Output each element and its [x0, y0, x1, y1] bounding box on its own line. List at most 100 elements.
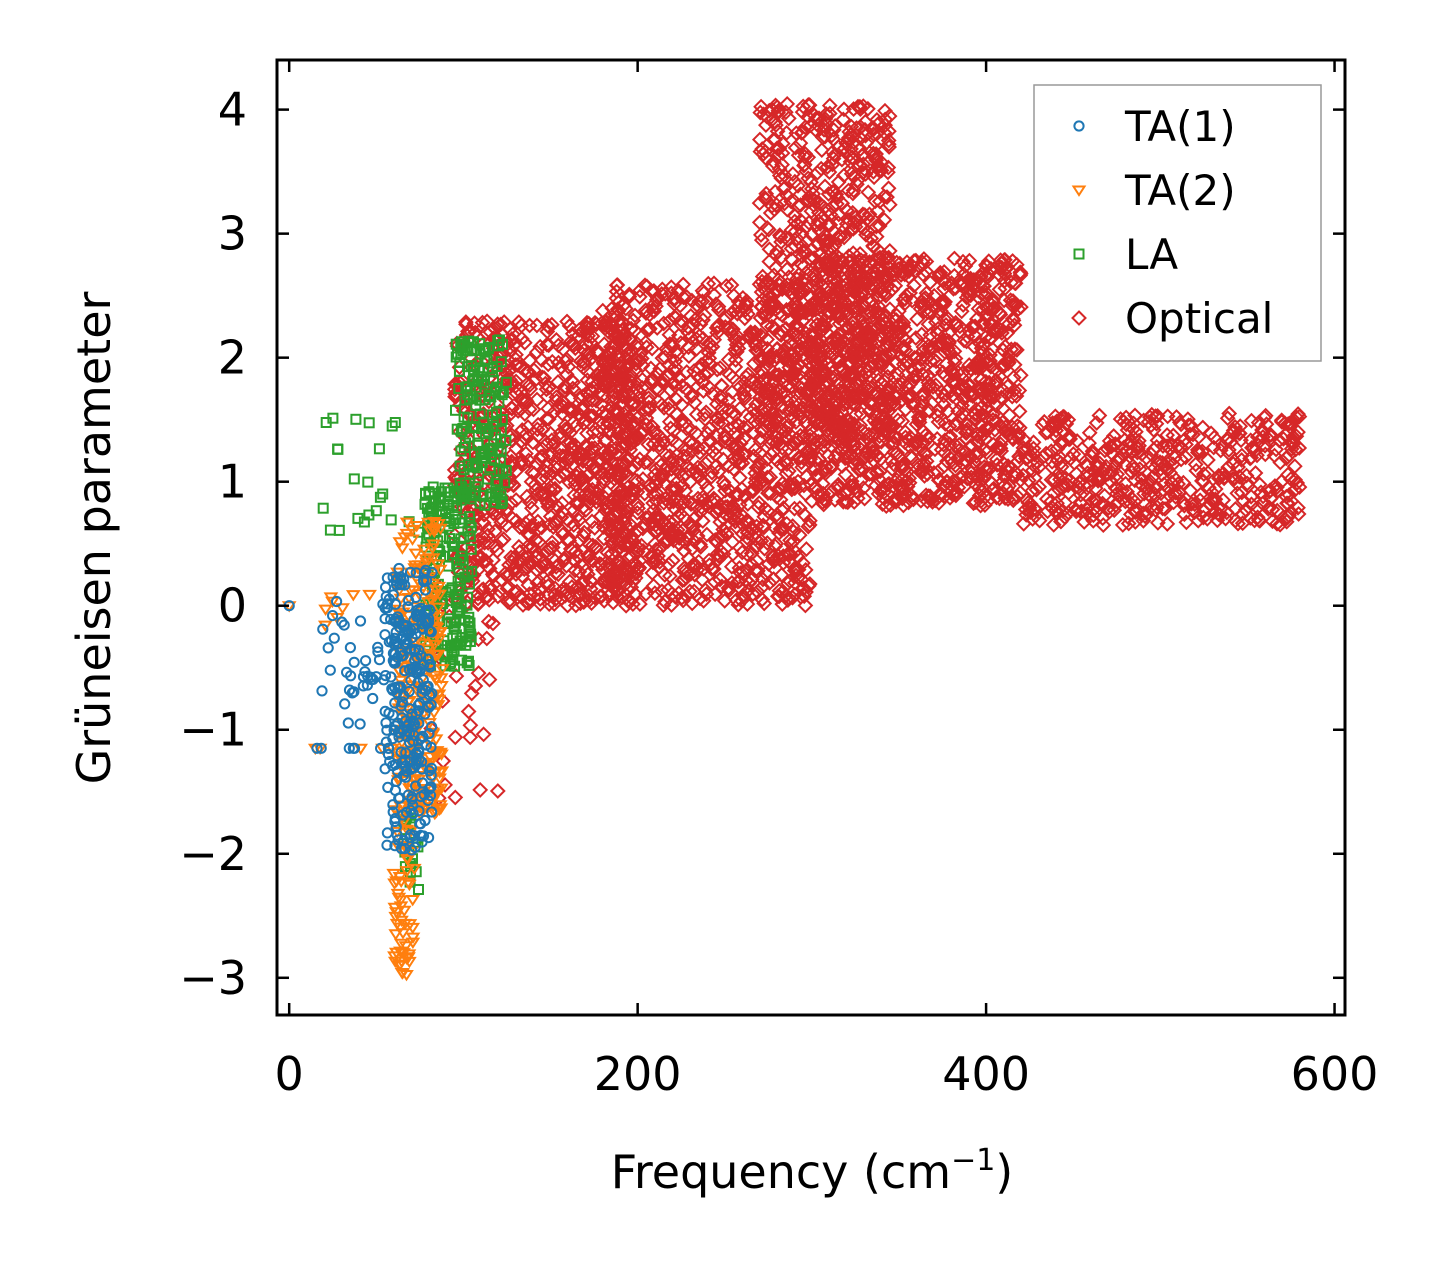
data-point	[525, 401, 542, 418]
data-point	[831, 395, 848, 412]
data-point	[715, 510, 732, 526]
data-point	[652, 360, 669, 377]
data-point	[875, 402, 892, 419]
data-point	[701, 379, 718, 396]
data-point	[1015, 467, 1032, 484]
data-point	[698, 526, 715, 543]
data-point	[1081, 424, 1098, 441]
data-point	[432, 773, 447, 785]
data-point	[923, 395, 940, 412]
data-point	[710, 317, 727, 334]
data-point	[817, 401, 834, 418]
data-point	[755, 305, 772, 322]
data-point	[1272, 516, 1289, 533]
data-point	[837, 423, 854, 440]
data-point	[865, 452, 882, 469]
data-point	[691, 370, 708, 386]
data-point	[796, 506, 813, 523]
data-point	[327, 412, 339, 424]
data-point	[572, 353, 589, 370]
data-point	[869, 261, 885, 278]
data-point	[610, 517, 627, 533]
data-point	[1119, 483, 1136, 500]
data-point	[583, 440, 600, 457]
data-point	[887, 389, 904, 406]
data-point	[1026, 446, 1043, 463]
data-point	[548, 331, 565, 348]
data-point	[502, 321, 519, 338]
data-point	[426, 639, 442, 652]
data-point	[507, 560, 524, 576]
data-point	[619, 504, 636, 521]
data-point	[393, 901, 409, 913]
data-point	[632, 282, 649, 299]
data-point	[871, 218, 888, 234]
data-point	[972, 417, 989, 434]
data-point	[913, 398, 930, 415]
data-point	[951, 442, 968, 459]
data-point	[787, 223, 804, 240]
data-point	[794, 429, 811, 446]
data-point	[676, 414, 693, 431]
data-point	[870, 289, 887, 306]
data-point	[775, 369, 792, 386]
data-point	[1152, 460, 1169, 477]
data-point	[596, 336, 613, 353]
data-point	[628, 416, 645, 433]
data-point	[604, 536, 621, 553]
data-point	[888, 430, 905, 447]
data-point	[1089, 492, 1105, 509]
data-point	[965, 271, 982, 288]
data-point	[464, 517, 476, 529]
data-point	[929, 407, 945, 424]
data-point	[863, 293, 880, 310]
data-point	[788, 316, 804, 333]
data-point	[629, 496, 646, 513]
data-point	[804, 345, 821, 362]
data-point	[1148, 479, 1165, 496]
data-point	[784, 518, 801, 535]
data-point	[911, 409, 928, 425]
data-point	[451, 423, 468, 440]
data-point	[988, 451, 1005, 468]
data-point	[819, 233, 836, 249]
data-point	[1239, 475, 1256, 492]
data-point	[648, 493, 665, 509]
data-point	[772, 521, 789, 537]
data-point	[1034, 449, 1051, 466]
data-point	[798, 584, 814, 600]
data-point	[954, 405, 971, 422]
data-point	[1277, 415, 1293, 432]
data-point	[685, 557, 701, 574]
data-point	[915, 266, 931, 283]
data-point	[901, 438, 918, 455]
data-point	[427, 481, 439, 493]
data-point	[769, 588, 786, 605]
data-point	[803, 203, 820, 220]
data-point	[633, 350, 650, 367]
data-point	[1285, 428, 1302, 445]
data-point	[657, 447, 674, 464]
data-point	[963, 469, 980, 486]
data-point	[1060, 411, 1077, 428]
data-point	[906, 277, 922, 294]
data-point	[1125, 458, 1142, 475]
data-point	[813, 160, 830, 177]
data-point	[805, 191, 822, 208]
data-point	[1178, 514, 1195, 531]
data-point	[718, 525, 735, 542]
data-point	[845, 134, 862, 151]
data-point	[1005, 492, 1022, 509]
data-point	[876, 188, 893, 205]
data-point	[740, 513, 757, 530]
data-point	[805, 328, 822, 345]
data-point	[664, 451, 681, 467]
data-point	[993, 325, 1010, 341]
data-point	[333, 524, 345, 536]
data-point	[780, 417, 797, 434]
data-point	[649, 523, 666, 540]
data-point	[1095, 517, 1112, 534]
data-point	[1215, 492, 1232, 509]
data-point	[850, 253, 867, 270]
